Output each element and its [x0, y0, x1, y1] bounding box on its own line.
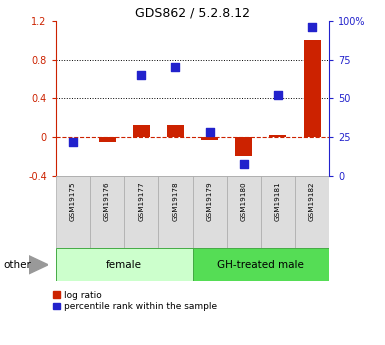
Bar — [303, 40, 321, 137]
Legend: log ratio, percentile rank within the sample: log ratio, percentile rank within the sa… — [53, 291, 218, 311]
Point — [275, 92, 281, 98]
Text: GSM19178: GSM19178 — [172, 182, 178, 221]
Text: female: female — [106, 260, 142, 270]
Text: GSM19181: GSM19181 — [275, 182, 281, 221]
Text: GSM19182: GSM19182 — [309, 182, 315, 221]
Bar — [158, 176, 192, 248]
Text: GSM19176: GSM19176 — [104, 182, 110, 221]
Text: GH-treated male: GH-treated male — [218, 260, 304, 270]
Bar — [56, 176, 90, 248]
Bar — [295, 176, 329, 248]
Text: other: other — [4, 260, 32, 270]
Text: GSM19179: GSM19179 — [207, 182, 213, 221]
Bar — [124, 176, 158, 248]
Bar — [133, 125, 150, 137]
Point — [241, 161, 247, 166]
Bar — [261, 176, 295, 248]
Bar — [227, 176, 261, 248]
Bar — [192, 176, 227, 248]
Bar — [167, 125, 184, 137]
Point — [206, 130, 213, 135]
Polygon shape — [29, 256, 48, 274]
Point — [309, 24, 315, 30]
Text: GSM19175: GSM19175 — [70, 182, 76, 221]
Bar — [192, 248, 329, 281]
Text: GSM19177: GSM19177 — [138, 182, 144, 221]
Text: GSM19180: GSM19180 — [241, 182, 247, 221]
Point — [70, 139, 76, 145]
Bar — [235, 137, 252, 156]
Bar — [90, 176, 124, 248]
Title: GDS862 / 5.2.8.12: GDS862 / 5.2.8.12 — [135, 7, 250, 20]
Bar — [201, 137, 218, 140]
Bar — [99, 137, 116, 142]
Bar — [56, 248, 192, 281]
Point — [138, 72, 144, 78]
Bar — [270, 135, 286, 137]
Point — [172, 65, 179, 70]
